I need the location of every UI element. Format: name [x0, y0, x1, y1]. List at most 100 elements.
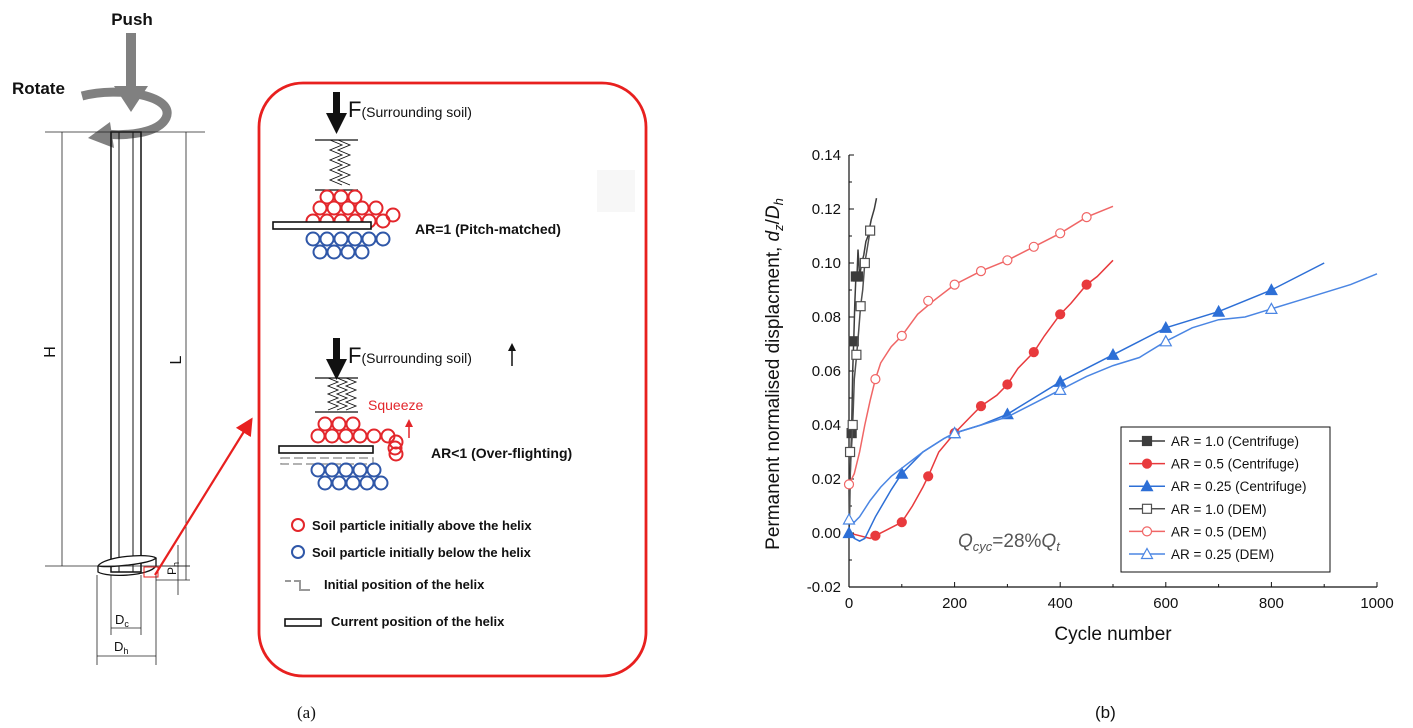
soil-particle: [373, 475, 389, 491]
svg-text:Dh: Dh: [114, 639, 128, 656]
series-2: [848, 259, 1114, 541]
legend-entry-label: AR = 0.5 (Centrifuge): [1171, 457, 1299, 472]
series-line: [848, 262, 1325, 542]
data-point: [852, 271, 864, 282]
data-point: [1053, 383, 1067, 395]
y-tick-label: -0.02: [807, 579, 841, 596]
data-point: [923, 471, 934, 482]
mechanism-legend: Soil particle initially above the helix …: [284, 518, 532, 629]
current-helix-plate: [272, 221, 372, 230]
ar1-illustration: F(Surrounding soil) AR=1 (Pitch-matched): [272, 92, 635, 260]
data-point: [1002, 379, 1013, 390]
y-tick-label: 0.08: [812, 309, 841, 326]
ar1-label: AR=1 (Pitch-matched): [415, 221, 561, 237]
legend-frame: [1120, 426, 1331, 573]
squeeze-label: Squeeze: [368, 397, 423, 413]
data-point: [1141, 526, 1153, 537]
data-point: [1264, 283, 1278, 296]
soil-particle: [368, 200, 384, 216]
force-arrow-icon-2: [326, 338, 347, 380]
data-point: [870, 374, 881, 385]
data-point: [896, 517, 907, 528]
y-axis-title: Permanent normalised displacment, dz/Dh: [763, 198, 786, 550]
svg-text:F(Surrounding soil): F(Surrounding soil): [348, 343, 472, 368]
data-point: [859, 257, 870, 269]
current-helix-plate-2: [278, 445, 374, 454]
data-point: [949, 279, 960, 290]
x-tick-label: 400: [1048, 595, 1073, 612]
data-point: [1081, 279, 1092, 290]
y-tick-label: 0.00: [812, 525, 841, 542]
force-F-label-2: F: [348, 343, 361, 368]
data-point: [1002, 255, 1013, 266]
legend-entry-label: AR = 0.25 (DEM): [1171, 547, 1274, 562]
data-point: [847, 419, 858, 431]
legend-dashed-plate-icon: [285, 580, 310, 591]
legend-below-label: Soil particle initially below the helix: [312, 545, 532, 560]
soil-particle: [366, 462, 382, 478]
chart-series-group: [842, 198, 1378, 542]
data-point: [1028, 347, 1039, 358]
q-annotation: Qcyc=28%Qt: [958, 531, 1061, 554]
shaft-Dc-sub: c: [124, 619, 129, 629]
soil-particle: [354, 244, 370, 260]
legend-entry-label: AR = 0.25 (Centrifuge): [1171, 479, 1306, 494]
zoom-pointer-arrow: [154, 417, 253, 576]
svg-text:Dc: Dc: [115, 612, 129, 629]
initial-helix-plate: [280, 457, 374, 465]
y-tick-label: 0.02: [812, 471, 841, 488]
data-point: [1140, 547, 1154, 560]
force-F-label: F: [348, 97, 361, 122]
data-point: [842, 526, 856, 539]
mechanism-box: F(Surrounding soil) AR=1 (Pitch-matched)…: [257, 81, 648, 678]
length-L-label: L: [168, 355, 185, 364]
pitch-Ph-sub: h: [171, 562, 181, 567]
legend-blue-circle-icon: [291, 545, 305, 559]
squeeze-arrow-icon: [405, 419, 413, 438]
series-line: [848, 205, 1114, 485]
data-point: [842, 512, 856, 525]
pitch-Ph-label: P: [165, 567, 179, 575]
soil-particle: [345, 416, 361, 432]
series-4: [844, 225, 876, 523]
legend-entry-label: AR = 1.0 (DEM): [1171, 502, 1267, 517]
ar2-label: AR<1 (Over-flighting): [431, 445, 572, 461]
rotate-arrow-icon: [80, 87, 172, 148]
x-tick-label: 200: [942, 595, 967, 612]
svg-text:F(Surrounding soil): F(Surrounding soil): [348, 97, 472, 122]
pile-schematic: Push Rotate: [12, 10, 253, 665]
rotate-label: Rotate: [12, 79, 65, 98]
x-axis-title: Cycle number: [1054, 624, 1172, 645]
x-tick-label: 800: [1259, 595, 1284, 612]
force-arrow-icon: [326, 92, 347, 134]
data-point: [1141, 458, 1153, 469]
data-point: [851, 349, 862, 360]
data-point: [1141, 435, 1153, 447]
data-point: [975, 266, 987, 277]
caption-a: (a): [297, 703, 316, 722]
series-6: [842, 273, 1378, 525]
legend-entry-label: AR = 0.5 (DEM): [1171, 524, 1267, 539]
soil-particle: [347, 189, 363, 205]
x-tick-label: 1000: [1360, 595, 1393, 612]
data-point: [843, 479, 855, 490]
data-point: [1159, 334, 1173, 347]
data-point: [948, 426, 962, 439]
data-point: [1106, 348, 1120, 360]
data-point: [923, 295, 934, 306]
chart-legend: AR = 1.0 (Centrifuge) AR = 0.5 (Centrifug…: [1120, 426, 1331, 573]
soil-particle: [375, 231, 391, 247]
spring-icon: [328, 139, 344, 186]
data-point: [870, 530, 881, 541]
data-point: [855, 301, 866, 312]
x-tick-label: 600: [1153, 595, 1178, 612]
helix-Dh-sub: h: [123, 646, 128, 656]
legend-initial-label: Initial position of the helix: [324, 577, 485, 592]
data-point: [1055, 309, 1066, 320]
data-point: [1264, 302, 1278, 314]
chart-b: 0 200 400 600 800 1000 -0.02 0.00 0.02 0.04 0.06 0.…: [763, 147, 1394, 645]
chart-axes: 0 200 400 600 800 1000 -0.02 0.00 0.02 0.04 0.06 0.…: [807, 147, 1394, 612]
data-point: [895, 466, 909, 479]
svg-text:Ph: Ph: [165, 562, 181, 575]
